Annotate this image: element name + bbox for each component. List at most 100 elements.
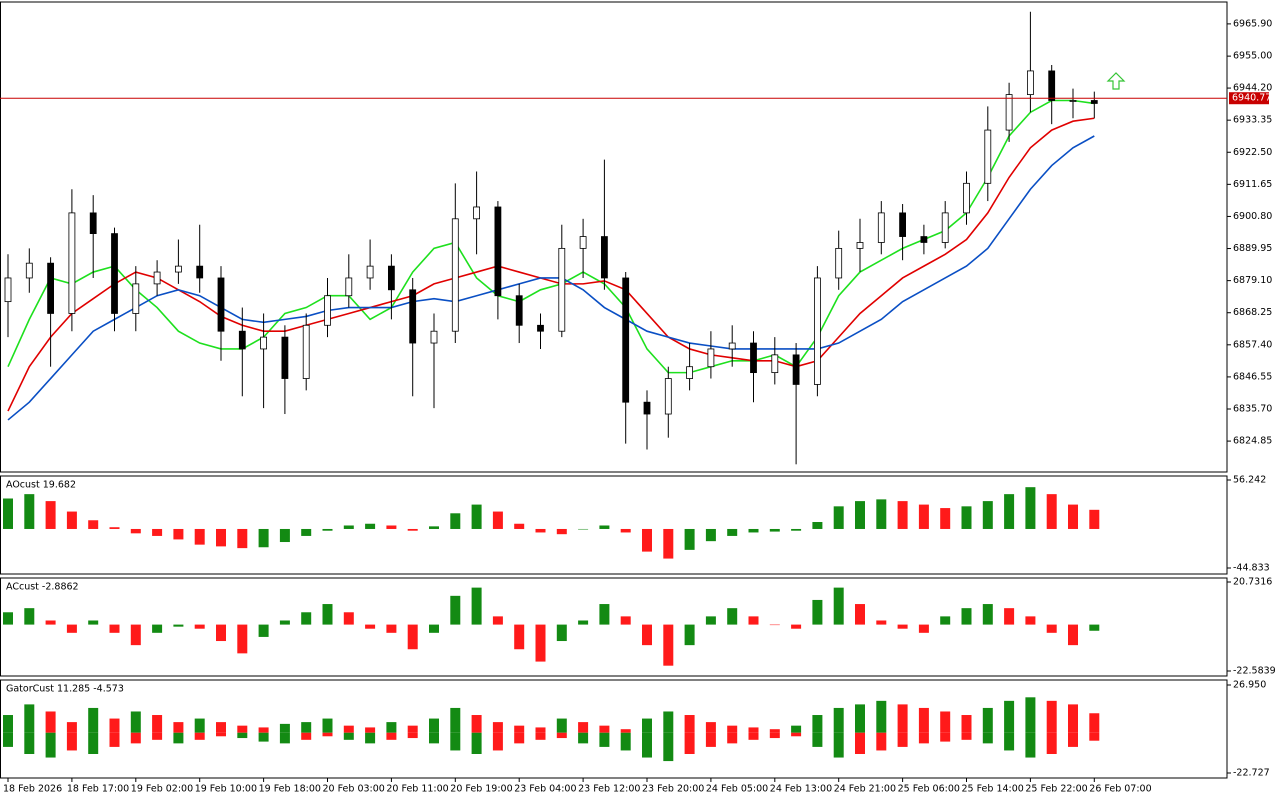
histogram-bar [365, 624, 376, 629]
histogram-bar [301, 612, 312, 625]
histogram-bar [791, 732, 802, 737]
histogram-bar [663, 624, 674, 666]
candle-body [835, 247, 843, 279]
histogram-bar [1046, 494, 1057, 529]
y-tick-label: 6879.10 [1233, 275, 1272, 286]
candle-body [302, 324, 310, 379]
histogram-bar [1025, 697, 1036, 733]
candle-body [984, 129, 992, 184]
y-tick-label: 6889.95 [1233, 243, 1272, 254]
x-tick-label: 23 Feb 12:00 [578, 784, 640, 795]
candle-body [494, 206, 502, 297]
histogram-bar [24, 704, 35, 733]
histogram-bar [833, 587, 844, 625]
histogram-bar [279, 732, 290, 744]
histogram-bar [535, 732, 546, 740]
moving-average [7, 99, 1095, 374]
histogram-bar [748, 616, 759, 625]
candle-body [1090, 100, 1098, 104]
histogram-bar [45, 501, 56, 529]
histogram-bar [66, 722, 77, 733]
histogram-bar [791, 725, 802, 733]
histogram-bar [3, 732, 13, 747]
histogram-bar [24, 608, 35, 625]
candle-body [132, 283, 140, 314]
histogram-bar [216, 732, 226, 737]
candle-body [686, 366, 693, 379]
moving-average [7, 117, 1095, 412]
histogram-bar [812, 522, 823, 529]
histogram-bar [982, 501, 993, 529]
histogram-bar [450, 732, 461, 751]
histogram-bar [769, 528, 780, 532]
y-tick-label: 6922.50 [1233, 147, 1272, 158]
histogram-bar [152, 732, 163, 740]
histogram-bar [429, 526, 439, 529]
histogram-bar [1046, 624, 1057, 633]
candle-body [111, 233, 118, 314]
candle-body [728, 342, 736, 350]
histogram-bar [918, 504, 929, 529]
histogram-bar [301, 732, 312, 740]
candle-body [771, 354, 779, 374]
histogram-bar [237, 732, 248, 739]
histogram-bar [897, 704, 908, 733]
histogram-bar [535, 528, 546, 533]
histogram-bar [173, 528, 184, 540]
histogram-bar [1089, 509, 1100, 529]
histogram-bar [45, 711, 56, 733]
histogram-bar [88, 732, 99, 754]
histogram-bar [940, 732, 951, 742]
candle-body [1048, 70, 1056, 101]
y-tick-label: 6911.65 [1233, 179, 1272, 190]
histogram-bar [258, 727, 269, 733]
x-tick-label: 26 Feb 07:00 [1089, 784, 1151, 795]
panel-frame [0, 679, 1228, 779]
histogram-bar [66, 511, 77, 529]
histogram-bar [684, 715, 695, 733]
histogram-bar [769, 624, 780, 626]
histogram-bar [258, 732, 269, 742]
candle-body [217, 277, 225, 332]
candle-body [473, 206, 481, 220]
panel-frame [0, 577, 1228, 677]
histogram-bar [855, 732, 865, 754]
histogram-bar [556, 528, 567, 535]
histogram-bar [1068, 504, 1078, 529]
histogram-bar [450, 595, 461, 625]
histogram-bar [578, 620, 589, 625]
histogram-bar [897, 732, 908, 747]
candle-body [89, 212, 97, 234]
histogram-bar [620, 528, 631, 533]
y-tick-label: 6900.80 [1233, 211, 1272, 222]
histogram-bar [727, 528, 738, 536]
histogram-bar [791, 528, 802, 531]
candle-body [515, 295, 523, 326]
y-tick-label: 6824.85 [1233, 436, 1272, 447]
histogram-bar [1004, 494, 1015, 529]
histogram-bar [599, 725, 610, 733]
y-tick-label: 26.950 [1233, 679, 1266, 690]
histogram-bar [578, 528, 589, 530]
x-tick-label: 20 Feb 03:00 [323, 784, 385, 795]
last-price-label: 6940.77 [1232, 93, 1271, 104]
histogram-bar [386, 732, 397, 740]
histogram-bar [1068, 704, 1078, 733]
histogram-bar [940, 711, 951, 733]
candle-body [174, 265, 182, 273]
histogram-bar [1046, 732, 1057, 754]
histogram-bar [343, 525, 354, 529]
histogram-bar [514, 725, 525, 733]
candle-body [324, 295, 331, 326]
histogram-bar [3, 612, 13, 625]
x-tick-label: 18 Feb 17:00 [67, 784, 129, 795]
histogram-bar [471, 732, 482, 754]
histogram-bar [535, 624, 546, 662]
histogram-bar [24, 732, 35, 754]
histogram-bar [429, 732, 439, 744]
histogram-bar [748, 727, 759, 733]
histogram-bar [1089, 732, 1100, 741]
histogram-bar [492, 511, 503, 529]
candle-body [4, 277, 12, 303]
